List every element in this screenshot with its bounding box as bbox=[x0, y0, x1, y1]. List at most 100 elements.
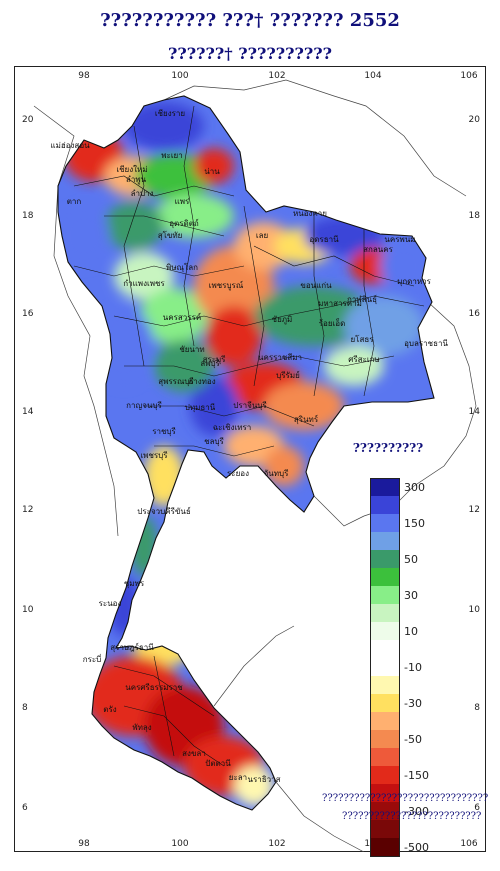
place-label: บุรีรัมย์ bbox=[276, 370, 300, 380]
tick-label: 20 bbox=[22, 115, 34, 125]
place-label: เชียงราย bbox=[155, 109, 185, 118]
tick-label: 16 bbox=[22, 309, 34, 319]
place-label: นครราชสีมา bbox=[258, 353, 302, 362]
place-label: น่าน bbox=[204, 167, 220, 176]
place-label: เพชรบูรณ์ bbox=[209, 280, 244, 291]
place-label: พัทลุง bbox=[132, 723, 151, 732]
tick-label: 18 bbox=[22, 211, 34, 221]
latitude-ticks-left: 20 18 16 14 12 10 8 6 bbox=[22, 115, 34, 813]
place-label: ประจวบคีรีขันธ์ bbox=[137, 506, 191, 516]
place-label: กระบี่ bbox=[83, 653, 102, 664]
legend-label: 30 bbox=[404, 589, 418, 602]
place-label: ตาก bbox=[67, 197, 82, 206]
place-label: จันทบุรี bbox=[264, 469, 290, 478]
place-label: ราชบุรี bbox=[152, 427, 176, 436]
legend-swatch bbox=[370, 694, 400, 712]
place-label: นครพนม bbox=[384, 235, 415, 244]
place-label: สุโขทัย bbox=[158, 230, 183, 240]
legend-label: -150 bbox=[404, 769, 429, 782]
place-label: สุพรรณบุรี bbox=[158, 377, 194, 386]
place-label: นครศรีธรรมราช bbox=[125, 683, 183, 692]
place-label: ชัยภูมิ bbox=[272, 315, 293, 325]
place-label: ปราจีนบุรี bbox=[233, 401, 267, 410]
tick-label: 100 bbox=[171, 839, 188, 849]
legend-swatch bbox=[370, 838, 400, 857]
legend-label: -50 bbox=[404, 733, 422, 746]
place-label: สุราษฎร์ธานี bbox=[110, 642, 154, 652]
legend-swatch bbox=[370, 748, 400, 766]
place-label: ตรัง bbox=[103, 705, 116, 714]
legend-swatch bbox=[370, 514, 400, 532]
longitude-ticks-top: 98 100 102 104 106 bbox=[78, 71, 478, 81]
place-label: มหาสารคาม bbox=[318, 299, 362, 308]
place-label: พะเยา bbox=[161, 151, 182, 160]
place-label: มุกดาหาร bbox=[397, 277, 432, 286]
legend-swatch bbox=[370, 712, 400, 730]
place-label: ลำปาง bbox=[131, 189, 154, 198]
place-label: สกลนคร bbox=[363, 245, 393, 254]
place-label: กาฬสินธุ์ bbox=[347, 294, 377, 304]
place-label: นราธิวาส bbox=[247, 775, 280, 784]
legend-swatch bbox=[370, 640, 400, 658]
map-title-line2: ??????† ?????????? bbox=[168, 44, 332, 63]
tick-label: 102 bbox=[268, 71, 285, 81]
tick-label: 14 bbox=[22, 407, 34, 417]
place-label: แพร่ bbox=[175, 197, 190, 206]
place-label: ยะลา bbox=[229, 773, 247, 782]
legend-swatch bbox=[370, 802, 400, 820]
tick-label: 98 bbox=[78, 839, 90, 849]
legend-title: ?????????? bbox=[352, 441, 424, 455]
map-title-line1: ??????????? ???† ??????? 2552 bbox=[100, 10, 400, 31]
legend-swatch bbox=[370, 820, 400, 838]
legend-swatch bbox=[370, 604, 400, 622]
place-label: ลพบุรี bbox=[200, 359, 220, 368]
place-label: เชียงใหม่ bbox=[116, 165, 147, 174]
province-borders bbox=[73, 105, 425, 767]
place-label: อุตรดิตถ์ bbox=[169, 218, 199, 228]
legend-label: -500 bbox=[404, 841, 429, 854]
place-label: ฉะเชิงเทรา bbox=[213, 423, 252, 432]
legend-label: 50 bbox=[404, 553, 418, 566]
legend-swatch bbox=[370, 496, 400, 514]
footnote-line2: ?????????????????????????? bbox=[342, 811, 482, 822]
legend-label: -300 bbox=[404, 805, 429, 818]
legend-label: 150 bbox=[404, 517, 425, 530]
legend-swatch bbox=[370, 730, 400, 748]
place-label: กาญจนบุรี bbox=[126, 401, 162, 410]
place-label: สงขลา bbox=[182, 749, 206, 758]
place-label: พิษณุโลก bbox=[166, 262, 198, 272]
place-label: สระบุรี bbox=[203, 355, 227, 364]
place-label: สุรินทร์ bbox=[294, 414, 319, 424]
place-label: ยโสธร bbox=[350, 334, 374, 344]
legend-swatch bbox=[370, 586, 400, 604]
place-label: นครสวรรค์ bbox=[163, 312, 201, 322]
legend-swatch bbox=[370, 622, 400, 640]
place-label: ศรีสะเกษ bbox=[348, 355, 379, 364]
legend-swatch bbox=[370, 766, 400, 784]
place-label: ร้อยเอ็ด bbox=[319, 318, 346, 328]
tick-label: 106 bbox=[460, 71, 477, 81]
legend-label: 10 bbox=[404, 625, 418, 638]
place-label: ระยอง bbox=[227, 469, 249, 478]
legend-swatch bbox=[370, 550, 400, 568]
legend-swatch bbox=[370, 478, 400, 497]
legend-swatch bbox=[370, 784, 400, 802]
place-label: ระนอง bbox=[99, 599, 122, 608]
place-label: อุดรธานี bbox=[309, 235, 339, 244]
tick-label: 16 bbox=[469, 309, 481, 319]
legend-label: -30 bbox=[404, 697, 422, 710]
place-label: ชัยนาท bbox=[179, 345, 204, 354]
place-label: อุบลราชธานี bbox=[404, 339, 448, 348]
tick-label: 6 bbox=[22, 803, 28, 813]
legend-label: -10 bbox=[404, 661, 422, 674]
tick-label: 18 bbox=[469, 211, 481, 221]
tick-label: 100 bbox=[171, 71, 188, 81]
tick-label: 106 bbox=[460, 839, 477, 849]
tick-label: 14 bbox=[469, 407, 481, 417]
place-label: อ่างทอง bbox=[188, 377, 215, 386]
legend-label: 300 bbox=[404, 481, 425, 494]
tick-label: 102 bbox=[268, 839, 285, 849]
tick-label: 6 bbox=[474, 803, 480, 813]
tick-label: 20 bbox=[469, 115, 481, 125]
